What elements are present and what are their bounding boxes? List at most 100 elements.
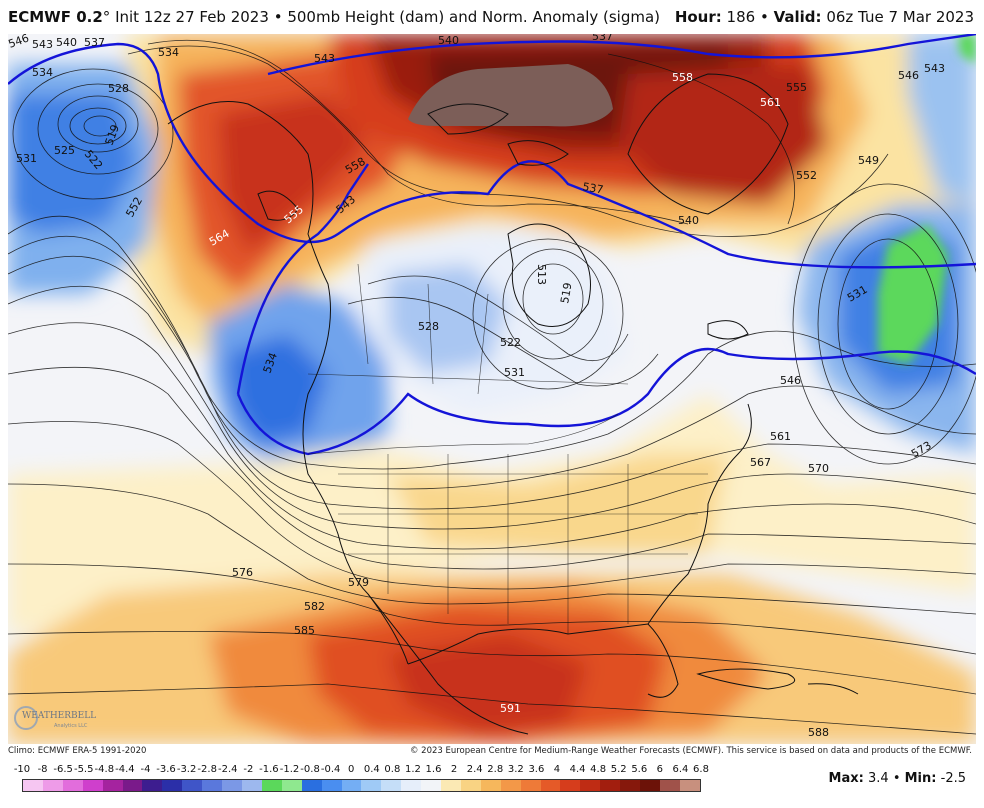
colorbar-tick-label: -8 bbox=[37, 764, 48, 775]
copyright-credit: © 2023 European Centre for Medium-Range … bbox=[409, 746, 972, 756]
colorbar-tick-label: -4 bbox=[140, 764, 151, 775]
colorbar-swatch bbox=[301, 780, 322, 791]
contour-label: 570 bbox=[808, 462, 829, 475]
contour-label: 537 bbox=[84, 36, 105, 49]
colorbar-swatch bbox=[321, 780, 342, 791]
colorbar-tick-label: -1.2 bbox=[279, 764, 300, 775]
contour-label: 534 bbox=[32, 66, 53, 79]
colorbar-swatch bbox=[222, 780, 242, 791]
separator: • bbox=[892, 771, 901, 786]
contour-label: 534 bbox=[158, 46, 179, 59]
contour-label: 543 bbox=[314, 52, 335, 65]
header: ECMWF 0.2° Init 12z 27 Feb 2023 • 500mb … bbox=[0, 0, 984, 34]
contour-label: 540 bbox=[438, 34, 459, 47]
colorbar-swatch bbox=[62, 780, 83, 791]
contour-label: 522 bbox=[500, 336, 521, 349]
colorbar-swatch bbox=[520, 780, 541, 791]
colorbar-swatch bbox=[679, 780, 700, 791]
valid-label: Valid: bbox=[773, 8, 822, 26]
colorbar-swatch bbox=[460, 780, 481, 791]
colorbar-tick-label: -2.8 bbox=[197, 764, 217, 775]
contour-label: 585 bbox=[294, 624, 315, 637]
max-label: Max: bbox=[828, 771, 864, 786]
colorbar-tick-label: -3.2 bbox=[176, 764, 197, 775]
colorbar-tick-label: -0.4 bbox=[320, 764, 341, 775]
colorbar-tick-label: -4.4 bbox=[115, 764, 135, 775]
contour-label: 525 bbox=[54, 144, 75, 157]
contour-label: 591 bbox=[500, 702, 521, 715]
colorbar-swatch bbox=[182, 780, 203, 791]
logo-subtext: Analytics LLC bbox=[54, 723, 88, 729]
climo-credit: Climo: ECMWF ERA-5 1991-2020 bbox=[8, 746, 147, 756]
colorbar-tick-label: 2.4 bbox=[466, 764, 483, 775]
logo-text: WEATHERBELL bbox=[22, 711, 96, 721]
contour-label: 579 bbox=[348, 576, 369, 589]
hour-label: Hour: bbox=[674, 8, 722, 26]
contour-label: 513 bbox=[535, 264, 548, 285]
colorbar-swatch bbox=[341, 780, 362, 791]
colorbar-swatch bbox=[82, 780, 103, 791]
colorbar-tick-label: 6 bbox=[656, 764, 664, 775]
colorbar-swatch bbox=[361, 780, 382, 791]
height-contours bbox=[8, 39, 976, 735]
colorbar-tick-label: -3.6 bbox=[156, 764, 176, 775]
colorbar-tick-label: -1.6 bbox=[259, 764, 279, 775]
colorbar-tick-label: 1.6 bbox=[425, 764, 442, 775]
arctic-max-area bbox=[408, 64, 613, 127]
title: ECMWF 0.2° Init 12z 27 Feb 2023 • 500mb … bbox=[8, 8, 660, 26]
contour-label: 552 bbox=[796, 169, 817, 182]
colorbar-tick-label: 1.2 bbox=[404, 764, 421, 775]
credit-row: Climo: ECMWF ERA-5 1991-2020 © 2023 Euro… bbox=[0, 744, 984, 758]
init-text: Init 12z 27 Feb 2023 bbox=[115, 8, 269, 26]
colorbar-swatch bbox=[421, 780, 442, 791]
contour-label: 555 bbox=[786, 81, 807, 94]
min-value: -2.5 bbox=[940, 771, 966, 786]
contour-label: 582 bbox=[304, 600, 325, 613]
colorbar-swatch bbox=[600, 780, 621, 791]
colorbar-swatch bbox=[241, 780, 262, 791]
colorbar-tick-label: 2.8 bbox=[487, 764, 504, 775]
contour-label: 561 bbox=[760, 96, 781, 109]
colorbar-tick-label: -2.4 bbox=[217, 764, 238, 775]
colorbar-swatch bbox=[620, 780, 641, 791]
colorbar bbox=[22, 779, 701, 792]
colorbar-swatch bbox=[640, 780, 660, 791]
contour-label: 588 bbox=[808, 726, 829, 739]
colorbar-swatch bbox=[480, 780, 501, 791]
colorbar-tick-label: 6.8 bbox=[693, 764, 709, 775]
colorbar-tick-label: 3.2 bbox=[507, 764, 524, 775]
colorbar-tick-label: 0 bbox=[348, 764, 355, 775]
separator: • bbox=[759, 8, 769, 26]
contour-label: 567 bbox=[750, 456, 771, 469]
colorbar-swatch bbox=[401, 780, 422, 791]
max-min-readout: Max: 3.4 • Min: -2.5 bbox=[829, 771, 966, 786]
colorbar-labels: -10 -8 -6.5 -5.5 -4.8 -4.4 -4 -3.6 -3.2 -2.8 -2.4-… bbox=[14, 764, 714, 778]
blue-contours bbox=[8, 34, 976, 456]
colorbar-swatch bbox=[162, 780, 183, 791]
product-text: 500mb Height (dam) and Norm. Anomaly (si… bbox=[287, 8, 661, 26]
contour-label: 576 bbox=[232, 566, 253, 579]
model-name: ECMWF 0.2 bbox=[8, 8, 103, 26]
colorbar-swatch bbox=[281, 780, 302, 791]
hour-value: 186 bbox=[726, 8, 756, 26]
colorbar-swatch bbox=[580, 780, 601, 791]
contour-label: 543 bbox=[924, 62, 945, 75]
colorbar-tick-label: 4.8 bbox=[590, 764, 607, 775]
colorbar-swatch bbox=[540, 780, 561, 791]
degree-mark: ° bbox=[102, 8, 111, 26]
colorbar-tick-label: -10 bbox=[13, 764, 31, 775]
contour-label: 540 bbox=[678, 214, 699, 227]
colorbar-tick-label: -0.8 bbox=[300, 764, 320, 775]
colorbar-swatch bbox=[102, 780, 123, 791]
colorbar-tick-label: 0.4 bbox=[363, 764, 380, 775]
colorbar-swatch bbox=[660, 780, 680, 791]
contour-label: 537 bbox=[581, 180, 604, 196]
borders bbox=[307, 263, 708, 634]
contour-label: 543 bbox=[32, 38, 53, 51]
map-svg: 546 543 540 537 534 534 528 525 522 519 … bbox=[8, 34, 976, 744]
contour-label: 558 bbox=[672, 71, 693, 84]
contour-labels: 546 543 540 537 534 534 528 525 522 519 … bbox=[8, 34, 945, 739]
coastlines bbox=[167, 73, 859, 735]
colorbar-swatch bbox=[500, 780, 521, 791]
colorbar-tick-label: 5.2 bbox=[610, 764, 627, 775]
